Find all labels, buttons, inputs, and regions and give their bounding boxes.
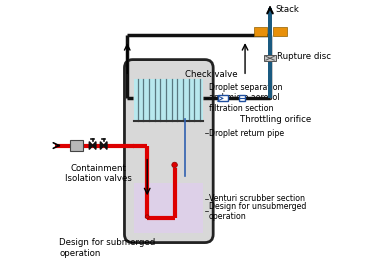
Text: Droplet return pipe: Droplet return pipe — [209, 129, 284, 137]
Text: Throttling orifice: Throttling orifice — [240, 115, 311, 124]
Bar — [254, 27, 267, 36]
Bar — [134, 183, 203, 233]
Circle shape — [145, 215, 149, 219]
Bar — [218, 95, 228, 101]
Bar — [134, 79, 203, 121]
Text: Droplet separation
and micro aerosol
filtration section: Droplet separation and micro aerosol fil… — [209, 83, 283, 113]
Bar — [264, 55, 276, 61]
Text: Containment
Isolation valves: Containment Isolation valves — [65, 164, 131, 183]
Text: Rupture disc: Rupture disc — [277, 52, 331, 61]
Bar — [273, 27, 286, 36]
Text: Venturi scrubber section: Venturi scrubber section — [209, 194, 305, 203]
Polygon shape — [104, 142, 107, 150]
Bar — [268, 8, 272, 98]
Bar — [70, 140, 83, 151]
Text: Stack: Stack — [275, 5, 299, 14]
Polygon shape — [100, 142, 104, 150]
Text: Design for submerged
operation: Design for submerged operation — [59, 238, 155, 258]
FancyBboxPatch shape — [125, 60, 213, 242]
Circle shape — [172, 162, 177, 168]
Bar — [239, 95, 245, 101]
Text: Design for unsubmerged
operation: Design for unsubmerged operation — [209, 202, 306, 221]
Polygon shape — [89, 142, 92, 150]
Text: Check valve: Check valve — [186, 70, 238, 79]
Polygon shape — [92, 142, 96, 150]
